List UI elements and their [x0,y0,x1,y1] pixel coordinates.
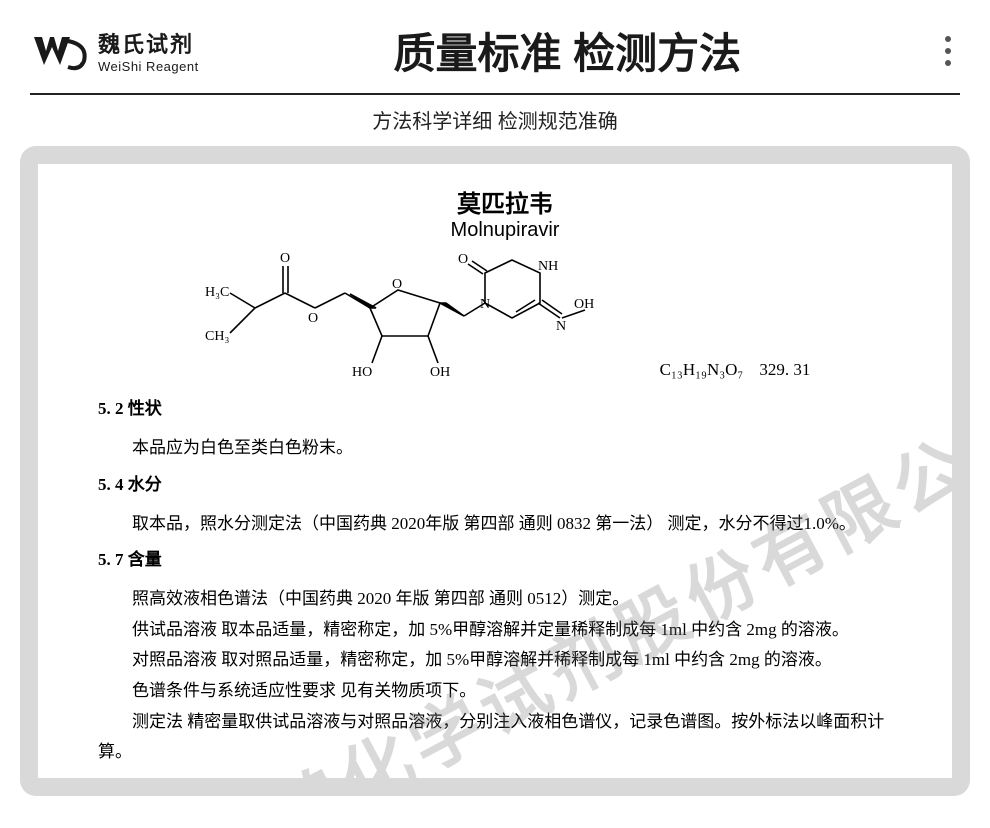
drug-name-cn: 莫匹拉韦 [98,184,912,219]
header: 魏氏试剂 WeiShi Reagent 质量标准 检测方法 [0,0,990,81]
more-icon[interactable] [936,36,960,66]
section-line: 色谱条件与系统适应性要求 见有关物质项下。 [98,676,912,707]
svg-text:OH: OH [574,297,594,312]
section-heading: 5. 2 性状 [98,394,912,419]
svg-text:OH: OH [430,365,450,380]
molecular-weight: 329. 31 [759,360,810,380]
section-line: 照高效液相色谱法（中国药典 2020 年版 第四部 通则 0512）测定。 [98,584,912,615]
drug-name-en: Molnupiravir [98,219,912,242]
subtitle: 方法科学详细 检测规范准确 [0,105,990,134]
logo-text: 魏氏试剂 WeiShi Reagent [98,27,199,74]
section-heading: 5. 7 含量 [98,545,912,570]
svg-text:O: O [392,277,402,292]
svg-text:H₃C: H₃C [205,285,229,300]
svg-text:CH₃: CH₃ [205,329,229,344]
section-line: 取本品，照水分测定法（中国药典 2020年版 第四部 通则 0832 第一法） … [98,509,912,540]
divider [30,93,960,95]
svg-text:O: O [308,311,318,326]
section-line: 测定法 精密量取供试品溶液与对照品溶液，分别注入液相色谱仪，记录色谱图。按外标法… [98,707,912,768]
logo: 魏氏试剂 WeiShi Reagent [30,27,199,75]
svg-text:N: N [480,297,490,312]
svg-text:N: N [556,319,566,334]
sections: 5. 2 性状本品应为白色至类白色粉末。 5. 4 水分取本品，照水分测定法（中国… [98,394,912,768]
logo-cn: 魏氏试剂 [98,27,199,59]
svg-text:NH: NH [538,259,558,274]
document-page: 湖北魏化学试剂股份有限公司 莫匹拉韦 Molnupiravir [38,164,952,778]
molecular-formula: C₁₃H₁₉N₃O₇ 329. 31 [660,360,811,380]
section-heading: 5. 4 水分 [98,470,912,495]
structure-row: H₃C CH₃ O O O HO OH O N NH N OH C₁₃H₁₉N₃… [98,248,912,388]
svg-text:O: O [458,252,468,267]
formula-text: C₁₃H₁₉N₃O₇ [660,360,744,380]
section-line: 供试品溶液 取本品适量，精密称定，加 5%甲醇溶解并定量稀释制成每 1ml 中约… [98,615,912,646]
logo-en: WeiShi Reagent [98,59,199,74]
logo-mark [30,27,90,75]
page-title: 质量标准 检测方法 [199,20,936,81]
section-line: 对照品溶液 取对照品适量，精密称定，加 5%甲醇溶解并稀释制成每 1ml 中约含… [98,645,912,676]
document-panel: 湖北魏化学试剂股份有限公司 莫匹拉韦 Molnupiravir [20,146,970,796]
chemical-structure-icon: H₃C CH₃ O O O HO OH O N NH N OH [200,248,600,388]
svg-text:HO: HO [352,365,372,380]
section-line: 本品应为白色至类白色粉末。 [98,433,912,464]
svg-text:O: O [280,251,290,266]
